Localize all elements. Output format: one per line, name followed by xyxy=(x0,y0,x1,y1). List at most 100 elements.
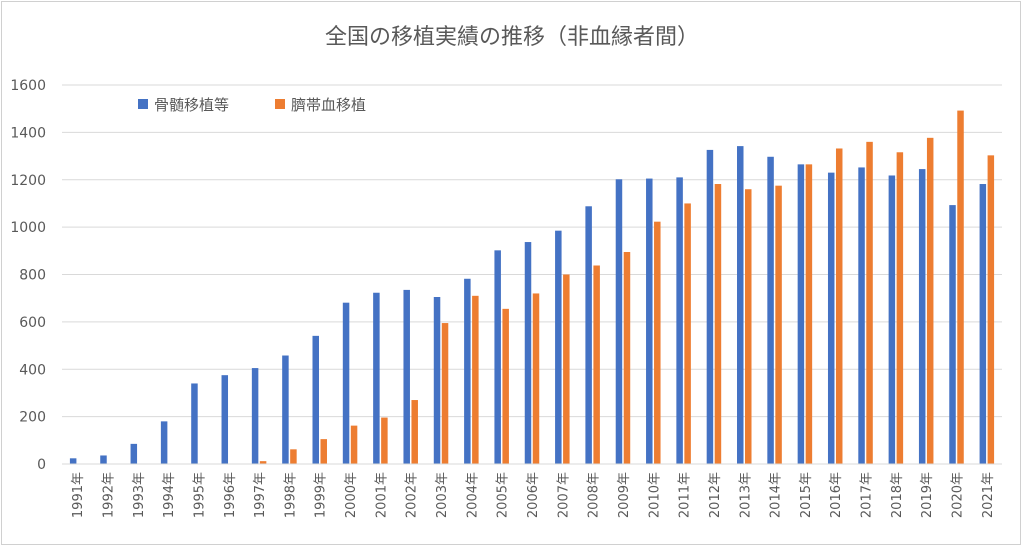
x-tick-label: 1993年 xyxy=(132,472,147,518)
y-tick-label: 200 xyxy=(19,410,46,426)
bar-bone-marrow xyxy=(767,156,774,464)
x-tick-label: 2010年 xyxy=(647,472,662,518)
x-tick-label: 2006年 xyxy=(526,472,541,518)
bar-bone-marrow xyxy=(888,175,896,464)
legend: 骨髄移植等 臍帯血移植 xyxy=(138,96,366,114)
x-tick-label: 2004年 xyxy=(465,472,480,518)
bar-bone-marrow xyxy=(221,375,229,464)
x-tick-label: 1995年 xyxy=(192,472,207,518)
bar-cord-blood xyxy=(532,293,540,464)
bar-cord-blood xyxy=(502,308,509,464)
bar-bone-marrow xyxy=(676,177,683,464)
bar-bone-marrow xyxy=(342,302,350,464)
bar-bone-marrow xyxy=(403,289,410,464)
bar-bone-marrow xyxy=(100,455,107,464)
gridlines xyxy=(62,84,1002,465)
bar-cord-blood xyxy=(866,141,873,464)
y-tick-label: 1600 xyxy=(10,78,46,94)
legend-label-bone-marrow: 骨髄移植等 xyxy=(154,96,229,114)
x-tick-label: 2020年 xyxy=(951,472,966,518)
bar-cord-blood xyxy=(805,164,813,464)
bar-cord-blood xyxy=(259,461,267,464)
bar-bone-marrow xyxy=(979,184,987,465)
x-tick-label: 2017年 xyxy=(860,472,875,518)
bar-cord-blood xyxy=(411,400,418,464)
x-tick-label: 2013年 xyxy=(738,472,753,518)
bar-bone-marrow xyxy=(555,230,562,464)
bar-bone-marrow xyxy=(251,368,259,464)
y-tick-label: 1000 xyxy=(10,220,46,236)
bar-bone-marrow xyxy=(949,205,956,464)
bar-cord-blood xyxy=(381,417,388,464)
bar-cord-blood xyxy=(563,274,570,464)
bar-cord-blood xyxy=(775,185,782,464)
bar-bone-marrow xyxy=(130,443,138,464)
bar-bone-marrow xyxy=(191,383,198,464)
y-tick-label: 600 xyxy=(19,315,46,331)
x-tick-label: 2000年 xyxy=(344,472,359,518)
bar-cord-blood xyxy=(350,425,358,464)
bar-bone-marrow xyxy=(646,178,653,465)
y-tick-label: 1400 xyxy=(10,125,46,141)
bar-bone-marrow xyxy=(160,421,168,464)
bar-bone-marrow xyxy=(797,164,805,464)
legend-swatch-bone-marrow xyxy=(138,99,148,109)
bar-cord-blood xyxy=(290,449,297,464)
x-tick-label: 1994年 xyxy=(162,472,177,518)
bar-bone-marrow xyxy=(615,179,623,464)
x-tick-label: 2018年 xyxy=(890,472,905,518)
x-tick-label: 2007年 xyxy=(556,472,571,518)
bar-bone-marrow xyxy=(464,278,471,464)
bar-bone-marrow xyxy=(918,169,926,464)
x-tick-label: 1996年 xyxy=(223,472,238,518)
bar-cord-blood xyxy=(714,184,722,465)
bar-bone-marrow xyxy=(373,292,380,464)
bar-bone-marrow xyxy=(282,355,289,464)
x-tick-label: 1997年 xyxy=(253,472,268,518)
x-tick-label: 2021年 xyxy=(981,472,996,518)
chart-title: 全国の移植実績の推移（非血縁者間） xyxy=(325,25,699,50)
x-axis: 1991年 1992年 1993年 1994年 1995年 1996年 1997年 1998年… xyxy=(62,463,1002,518)
x-tick-label: 1992年 xyxy=(101,472,116,518)
x-tick-label: 2019年 xyxy=(920,472,935,518)
bar-cord-blood xyxy=(987,155,995,464)
bar-bone-marrow xyxy=(737,146,744,464)
x-tick-label: 2015年 xyxy=(799,472,814,518)
x-tick-label: 2001年 xyxy=(374,472,389,518)
x-tick-label: 2014年 xyxy=(769,472,784,518)
y-tick-label: 400 xyxy=(19,362,46,378)
x-tick-label: 2012年 xyxy=(708,472,723,518)
bar-bone-marrow xyxy=(312,335,319,464)
bar-cord-blood xyxy=(684,203,691,464)
bar-cord-blood xyxy=(745,189,752,464)
bar-cord-blood xyxy=(654,221,661,464)
x-tick-label: 1998年 xyxy=(283,472,298,518)
bar-cord-blood xyxy=(896,152,904,464)
x-tick-label: 2003年 xyxy=(435,472,450,518)
y-tick-label: 1200 xyxy=(10,173,46,189)
bar-bone-marrow xyxy=(494,250,501,464)
bar-bone-marrow xyxy=(69,458,77,464)
legend-swatch-cord-blood xyxy=(275,99,285,109)
bar-bone-marrow xyxy=(433,297,441,464)
bar-cord-blood xyxy=(441,323,449,464)
bar-cord-blood xyxy=(472,295,479,464)
bar-cord-blood xyxy=(623,251,631,464)
x-tick-label: 2016年 xyxy=(829,472,844,518)
x-tick-label: 1991年 xyxy=(71,472,86,518)
bar-bone-marrow xyxy=(827,172,835,465)
y-axis: 0 200 400 600 800 1000 1200 1400 1600 xyxy=(10,78,46,473)
x-tick-label: 2008年 xyxy=(587,472,602,518)
x-tick-label: 2005年 xyxy=(496,472,511,518)
bar-bone-marrow xyxy=(858,167,865,464)
bar-bone-marrow xyxy=(706,149,714,464)
x-tick-label: 2002年 xyxy=(405,472,420,518)
bar-cord-blood xyxy=(926,137,934,464)
y-tick-label: 0 xyxy=(37,457,46,473)
x-tick-label: 2009年 xyxy=(617,472,632,518)
x-tick-label: 1999年 xyxy=(314,472,329,518)
bars xyxy=(69,110,995,465)
bar-cord-blood xyxy=(320,439,327,464)
